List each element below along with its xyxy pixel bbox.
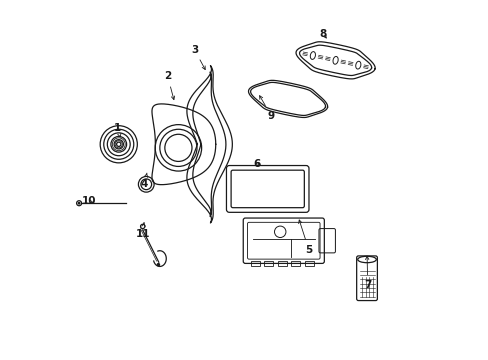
- Text: 4: 4: [141, 173, 148, 189]
- Text: 10: 10: [81, 197, 96, 206]
- Text: 5: 5: [298, 220, 312, 255]
- Text: 11: 11: [135, 223, 150, 239]
- Bar: [277, 261, 286, 266]
- Text: 2: 2: [164, 71, 174, 100]
- Text: 3: 3: [190, 45, 205, 69]
- Text: 1: 1: [114, 123, 121, 137]
- Circle shape: [157, 264, 159, 266]
- Bar: [264, 261, 273, 266]
- Bar: [305, 261, 313, 266]
- Circle shape: [78, 203, 80, 204]
- Bar: [291, 261, 300, 266]
- Text: 6: 6: [253, 159, 260, 169]
- Text: 9: 9: [259, 96, 274, 121]
- Text: 8: 8: [319, 28, 326, 39]
- Text: 7: 7: [363, 256, 371, 291]
- Bar: [250, 261, 259, 266]
